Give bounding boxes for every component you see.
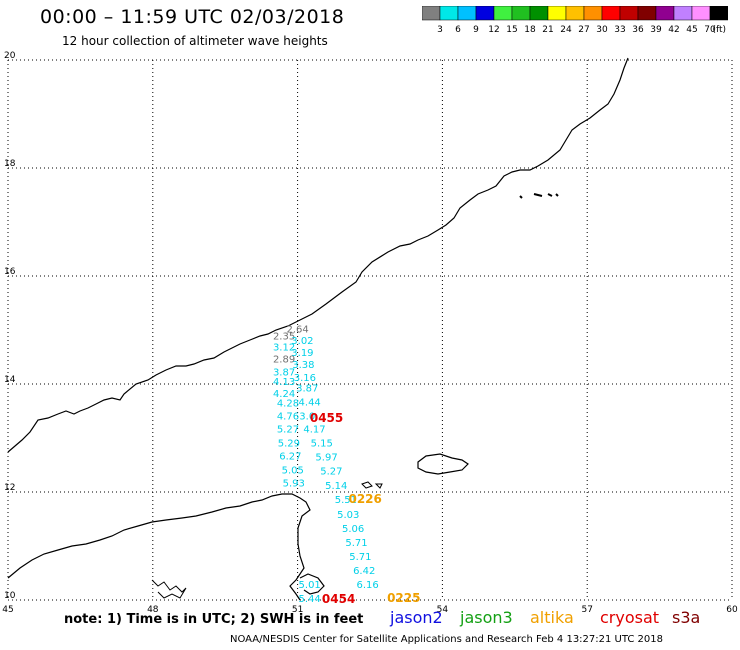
wave-height-value: 3.16	[294, 373, 316, 384]
legend-label: 42	[668, 25, 679, 34]
legend-label: 9	[473, 25, 479, 34]
wave-height-value: 3.38	[292, 360, 314, 371]
legend-swatch	[709, 6, 728, 21]
latitude-label: 16	[4, 267, 16, 277]
longitude-label: 57	[581, 605, 592, 615]
longitude-label: 45	[2, 605, 13, 615]
wave-height-value: 3.87	[273, 367, 295, 378]
wave-height-values: 2.642.353.023.123.192.893.383.873.164.13…	[273, 325, 379, 605]
wave-height-value: 5.71	[349, 552, 371, 563]
legend-label: 45	[686, 25, 697, 34]
legend-label: 33	[614, 25, 625, 34]
wave-height-value: 5.93	[283, 479, 305, 490]
satellite-cryosat: cryosat	[600, 608, 660, 627]
wave-height-value: 5.14	[325, 481, 347, 492]
wave-height-value: 5.06	[342, 524, 364, 535]
legend-label: 21	[542, 25, 553, 34]
coastline-fragment	[151, 579, 187, 599]
small-island-1	[361, 481, 373, 489]
legend-label: 27	[578, 25, 589, 34]
wave-height-value: 4.28	[277, 399, 299, 410]
pass-time-label: 0454	[322, 592, 355, 606]
wave-height-value: 5.51	[335, 495, 357, 506]
legend-label: 36	[632, 25, 644, 34]
wave-height-value: 6.16	[356, 580, 378, 591]
wave-height-value: 5.03	[337, 510, 359, 521]
latitude-label: 18	[4, 159, 16, 169]
pass-time-label: 0226	[348, 492, 381, 506]
satellite-altika: altika	[530, 608, 574, 627]
legend-label: 39	[650, 25, 662, 34]
wave-height-value: 5.27	[320, 467, 342, 478]
wave-height-value: 2.64	[286, 325, 308, 336]
wave-height-value: 5.71	[345, 538, 367, 549]
legend-label: 12	[488, 25, 499, 34]
satellite-s3a: s3a	[672, 608, 701, 627]
legend-label: 15	[506, 25, 517, 34]
longitude-label: 51	[292, 605, 303, 615]
footer-note: note: 1) Time is in UTC; 2) SWH is in fe…	[64, 612, 364, 627]
latitude-label: 10	[4, 591, 16, 601]
pass-time-label: 0225	[387, 591, 420, 605]
map-frame	[8, 60, 732, 600]
satellite-jason3: jason3	[460, 608, 513, 627]
longitude-label: 54	[437, 605, 449, 615]
kuria-muria-islands	[519, 193, 559, 199]
legend-label: 30	[596, 25, 608, 34]
color-scale-legend: 3 6 9 12 15 18 21 24 27 30 33 36 39 42 45 70(ft)	[422, 6, 728, 34]
legend-label: 18	[524, 25, 536, 34]
satellite-jason2: jason2	[390, 608, 443, 627]
wave-height-value: 5.05	[282, 466, 304, 477]
wave-height-value: 2.35	[273, 332, 295, 343]
wave-height-value: 5.97	[315, 453, 337, 464]
wave-height-value: 4.76	[277, 412, 299, 423]
wave-height-value: 4.44	[299, 398, 321, 409]
pass-time-labels: 0455 0226 0454 0225	[310, 411, 421, 606]
longitude-labels: 45 48 51 54 57 60	[2, 605, 738, 615]
pass-time-label: 0455	[310, 411, 343, 425]
legend-label: 24	[560, 25, 572, 34]
latitude-label: 14	[4, 375, 16, 385]
longitude-label: 48	[147, 605, 159, 615]
map-grid	[7, 59, 733, 601]
wave-height-value: 5.29	[278, 439, 300, 450]
wave-height-value: 5.01	[299, 580, 321, 591]
wave-height-value: 3.02	[291, 336, 313, 347]
coastline-arabia	[7, 57, 629, 453]
coastline-somali-tip	[299, 573, 325, 595]
legend-label: 3	[437, 25, 443, 34]
wave-height-value: 3.19	[291, 348, 313, 359]
credit-line: NOAA/NESDIS Center for Satellite Applica…	[230, 634, 663, 645]
longitude-label: 60	[726, 605, 738, 615]
small-island-2	[374, 483, 383, 489]
legend-label: 6	[455, 25, 461, 34]
latitude-label: 12	[4, 483, 15, 493]
wave-height-value: 6.27	[279, 452, 301, 463]
wave-height-value: 3.87	[296, 384, 318, 395]
legend-unit: (ft)	[712, 25, 726, 34]
coastline-africa	[7, 493, 311, 601]
socotra-island	[417, 453, 469, 475]
wave-height-value: 3.0	[299, 412, 315, 423]
wave-height-value: 5.15	[311, 439, 333, 450]
latitude-label: 20	[4, 51, 16, 61]
wave-height-value: 5.27	[277, 425, 299, 436]
latitude-labels: 10 12 14 16 18 20	[4, 51, 16, 601]
wave-height-value: 6.42	[353, 566, 375, 577]
map-title: 00:00 – 11:59 UTC 02/03/2018	[40, 6, 345, 28]
wave-height-value: 4.13	[273, 377, 295, 388]
wave-height-value: 2.89	[273, 354, 295, 365]
wave-height-value: 5.44	[299, 594, 321, 605]
wave-height-value: 4.17	[303, 425, 325, 436]
map-subtitle: 12 hour collection of altimeter wave hei…	[62, 34, 328, 48]
wave-height-value: 4.24	[273, 389, 295, 400]
legend-label: 70	[704, 25, 716, 34]
wave-height-value: 3.12	[273, 343, 295, 354]
